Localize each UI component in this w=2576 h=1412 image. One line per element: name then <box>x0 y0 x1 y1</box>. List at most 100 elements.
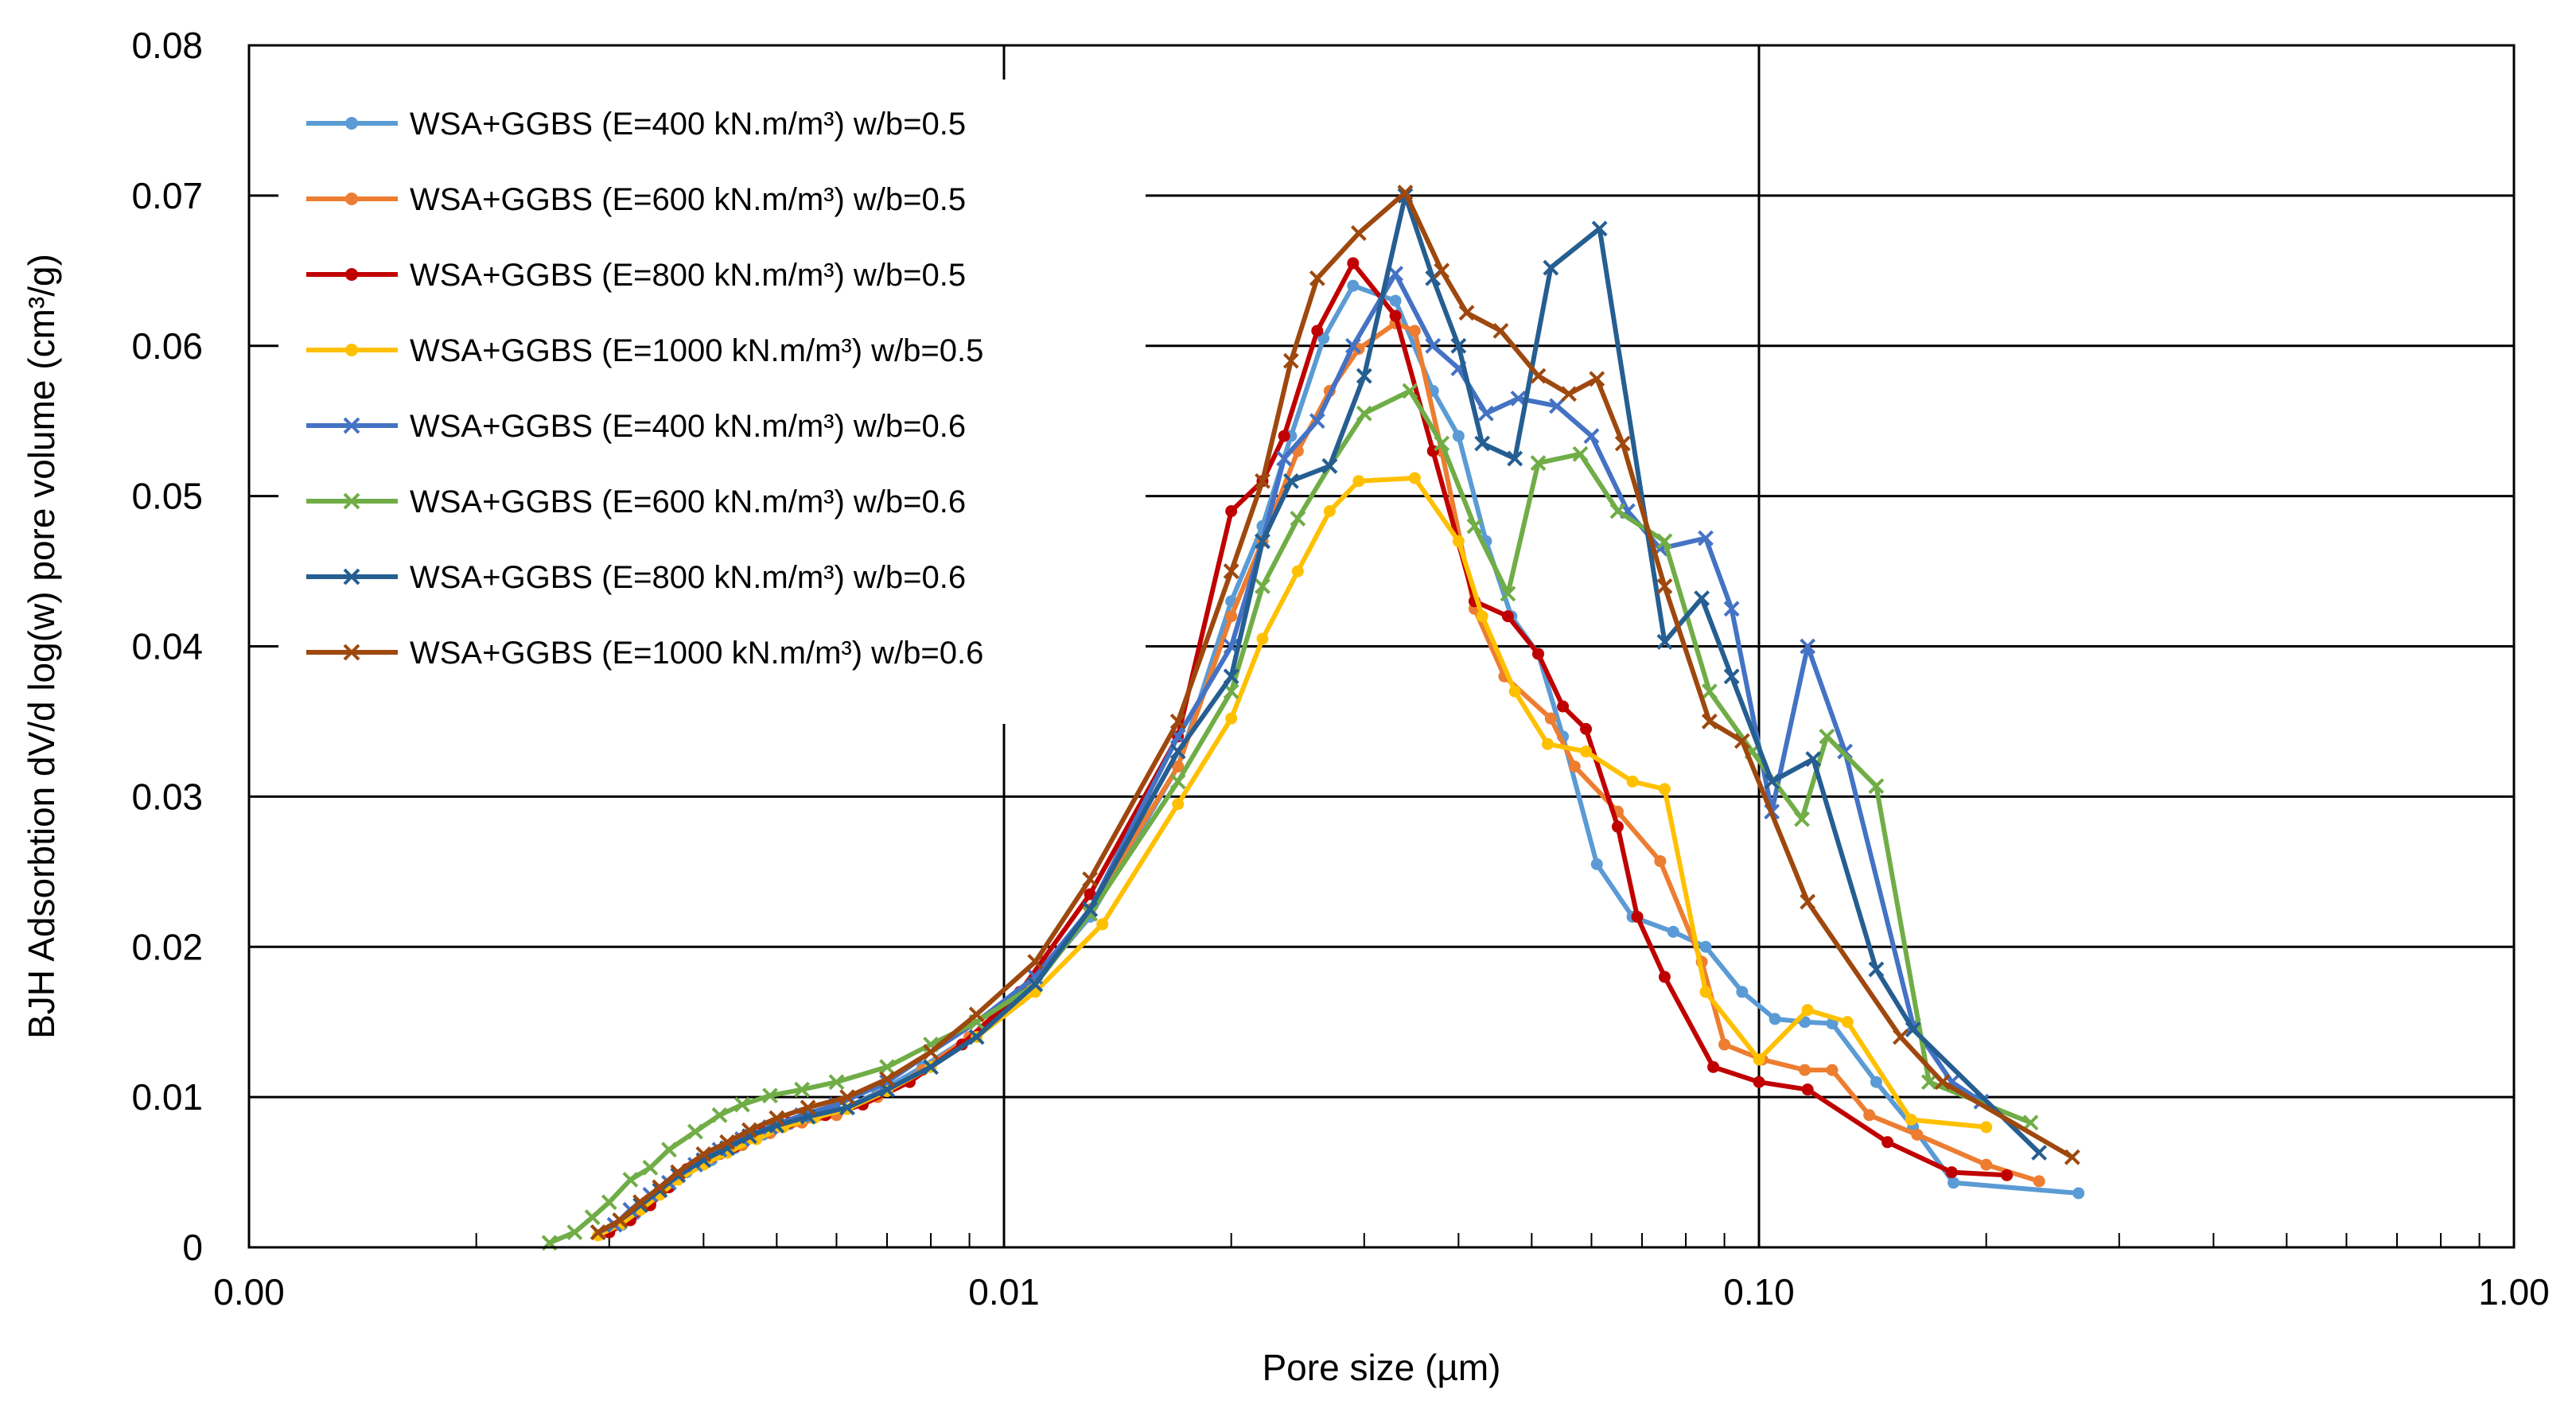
legend-item: WSA+GGBS (E=600 kN.m/m³) w/b=0.5 <box>306 182 966 217</box>
data-point <box>1656 633 1673 650</box>
data-point <box>1723 601 1740 617</box>
data-point <box>1870 1076 1882 1088</box>
legend-item: WSA+GGBS (E=400 kN.m/m³) w/b=0.6 <box>306 409 966 444</box>
data-point <box>1826 1064 1839 1076</box>
data-point <box>1948 1177 1960 1189</box>
legend-item: WSA+GGBS (E=800 kN.m/m³) w/b=0.5 <box>306 258 966 293</box>
data-point <box>1169 743 1186 760</box>
data-point <box>1425 337 1442 354</box>
legend-item: WSA+GGBS (E=1000 kN.m/m³) w/b=0.6 <box>306 636 983 671</box>
data-point <box>1572 445 1589 462</box>
data-point <box>612 1212 628 1228</box>
data-point <box>1658 971 1671 983</box>
data-point <box>642 1159 659 1176</box>
data-point <box>1801 1083 1814 1096</box>
y-tick-label: 0.08 <box>131 25 203 66</box>
data-point <box>652 1179 668 1196</box>
data-point <box>1223 563 1239 579</box>
data-point <box>1934 1074 1951 1091</box>
data-point <box>1344 337 1361 354</box>
data-point <box>2001 1169 2014 1181</box>
data-point <box>1736 986 1749 998</box>
data-point <box>1452 535 1465 547</box>
data-point <box>1082 871 1099 888</box>
data-point <box>1255 578 1270 594</box>
y-tick-label: 0.05 <box>131 476 203 517</box>
data-point <box>1225 610 1238 623</box>
data-point <box>1580 722 1593 735</box>
data-point <box>1753 1076 1765 1088</box>
tick-labels: 0 0.01 0.02 0.03 0.04 0.05 0.06 0.07 0.08 0.00 0.0… <box>131 25 2549 1313</box>
data-point <box>1282 352 1299 369</box>
legend-background <box>278 80 1146 724</box>
data-point <box>1169 714 1186 729</box>
x-tick-label: 0.00 <box>213 1271 285 1313</box>
data-point <box>1801 1004 1814 1017</box>
data-point <box>1701 683 1718 700</box>
data-point <box>584 1209 601 1226</box>
data-point <box>1309 413 1325 430</box>
data-point <box>1276 450 1293 467</box>
y-tick-label: 0.07 <box>131 175 203 216</box>
data-point <box>769 1110 785 1126</box>
data-point <box>1450 337 1467 354</box>
data-point <box>1434 263 1450 279</box>
data-point <box>1402 383 1418 399</box>
data-point <box>1282 473 1299 489</box>
data-point <box>1084 888 1096 900</box>
data-point <box>741 1122 757 1138</box>
data-point <box>923 1059 939 1076</box>
data-point <box>711 1107 728 1123</box>
data-point <box>800 1099 816 1116</box>
data-point <box>1609 503 1626 519</box>
data-point <box>1347 279 1360 292</box>
data-point <box>1920 1074 1937 1091</box>
data-point <box>923 1044 939 1060</box>
data-point <box>1734 733 1750 749</box>
data-point <box>1541 737 1554 750</box>
data-point <box>839 1089 855 1106</box>
data-point <box>1389 294 1402 307</box>
data-point <box>1434 435 1450 452</box>
data-point <box>1530 455 1547 471</box>
data-point <box>1769 1013 1781 1025</box>
data-point <box>1397 185 1414 201</box>
data-point <box>2033 1175 2045 1188</box>
data-point <box>1945 1166 1958 1179</box>
data-point <box>1027 976 1044 993</box>
data-point <box>1799 1064 1811 1076</box>
legend-label: WSA+GGBS (E=1000 kN.m/m³) w/b=0.5 <box>410 333 983 368</box>
data-point <box>1169 773 1186 790</box>
data-point <box>1255 533 1270 550</box>
data-point <box>1474 435 1491 452</box>
data-point <box>1408 472 1421 484</box>
y-tick-label: 0.03 <box>131 776 203 817</box>
data-point <box>1794 811 1810 827</box>
data-point <box>601 1194 617 1211</box>
data-point <box>1611 820 1624 833</box>
data-point <box>1800 893 1816 910</box>
data-point <box>1311 325 1324 337</box>
plot-area-border <box>247 44 2516 1249</box>
data-point <box>1321 457 1338 474</box>
data-point <box>1027 954 1044 971</box>
data-point <box>1500 585 1516 602</box>
data-point <box>590 1224 606 1241</box>
data-point <box>1508 685 1521 698</box>
data-point <box>968 1006 985 1023</box>
legend-swatch-marker <box>343 417 360 434</box>
data-point <box>1507 450 1523 467</box>
data-point <box>1980 1121 1993 1134</box>
data-point <box>1614 435 1631 452</box>
data-point <box>1466 518 1483 535</box>
data-point <box>1718 1038 1731 1051</box>
legend-item: WSA+GGBS (E=400 kN.m/m³) w/b=0.5 <box>306 107 966 142</box>
data-point <box>1557 700 1570 713</box>
data-point <box>762 1087 778 1104</box>
data-point <box>1841 1016 1854 1029</box>
x-tick-label: 1.00 <box>2478 1271 2550 1313</box>
data-point <box>1347 257 1360 270</box>
data-point <box>1356 405 1372 422</box>
data-point <box>1868 778 1885 795</box>
